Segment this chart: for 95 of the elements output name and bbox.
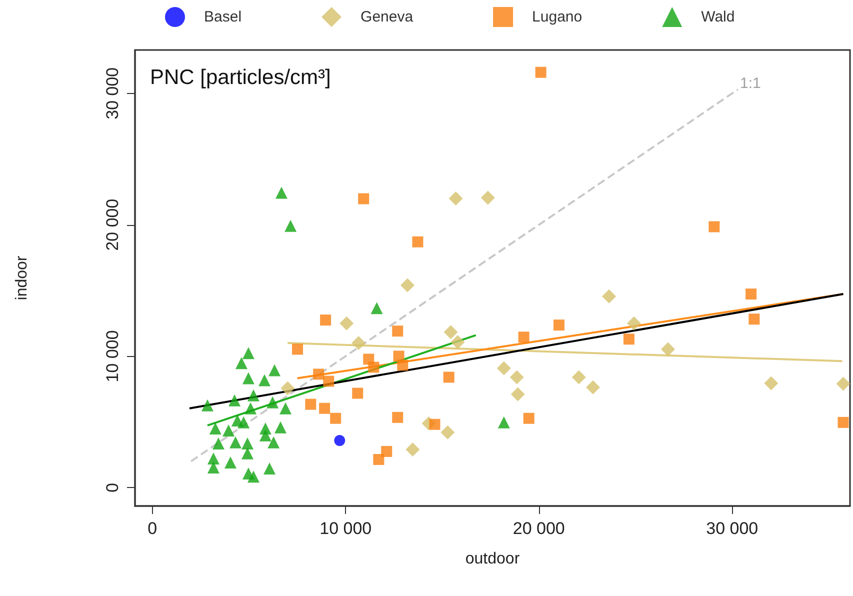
point (292, 344, 304, 355)
point (268, 436, 280, 448)
point (266, 396, 279, 408)
point (229, 436, 242, 448)
point (535, 66, 546, 78)
point (201, 399, 214, 412)
legend-label: Wald (701, 8, 735, 26)
point (258, 374, 270, 386)
y-axis-title: indoor (14, 255, 30, 300)
point (429, 418, 440, 430)
point (660, 342, 675, 356)
point (228, 394, 241, 406)
x-tick-label: 0 (148, 519, 158, 538)
point (510, 370, 524, 384)
point (238, 416, 250, 428)
point (553, 320, 564, 331)
point (284, 220, 297, 232)
point (247, 470, 260, 483)
point (368, 362, 380, 373)
legend-label: Basel (204, 8, 242, 26)
point (836, 376, 850, 391)
legend-label: Geneva (360, 8, 414, 26)
point (586, 380, 600, 394)
point (602, 289, 616, 304)
point (334, 435, 346, 446)
point (838, 416, 849, 428)
point (241, 437, 254, 450)
point (268, 364, 281, 376)
point (242, 372, 254, 384)
point (518, 332, 530, 343)
point (392, 326, 404, 337)
point (207, 452, 220, 465)
point (748, 314, 760, 325)
x-tick-label: 20 000 (512, 519, 565, 538)
point (397, 360, 408, 371)
point (443, 372, 454, 383)
y-tick-label: 30 000 (103, 67, 122, 120)
legend-label: Lugano (532, 8, 582, 26)
point (370, 302, 383, 314)
point (496, 361, 511, 376)
point (406, 442, 420, 456)
point (352, 388, 364, 399)
point (444, 325, 458, 340)
point (708, 221, 720, 232)
point (523, 412, 534, 424)
point (319, 402, 330, 414)
point (498, 416, 510, 428)
point (305, 398, 316, 410)
point (358, 193, 370, 204)
y-tick-label: 0 (103, 482, 122, 492)
point (626, 316, 641, 330)
point (746, 288, 757, 300)
point (510, 387, 525, 402)
y-tick-label: 20 000 (103, 198, 122, 251)
point (244, 402, 257, 414)
point (259, 429, 272, 442)
point (320, 314, 332, 326)
point (764, 376, 778, 390)
x-axis-title: outdoor (465, 550, 520, 568)
point (393, 350, 404, 362)
point (412, 236, 424, 248)
point (280, 381, 295, 396)
point (381, 446, 392, 457)
point (330, 412, 342, 424)
point (242, 347, 254, 360)
point (572, 370, 586, 384)
point (274, 421, 287, 434)
point (373, 454, 384, 465)
point (280, 402, 292, 414)
point (207, 461, 220, 474)
point (448, 191, 463, 206)
point (224, 456, 236, 469)
point (450, 335, 465, 350)
point (247, 389, 260, 402)
point (352, 336, 366, 350)
point (392, 412, 404, 423)
point (323, 376, 334, 387)
point (275, 186, 288, 199)
point (440, 425, 455, 440)
point (222, 424, 235, 436)
point (623, 334, 634, 345)
point (263, 462, 276, 475)
x-tick-label: 30 000 (706, 519, 758, 538)
point (209, 422, 222, 434)
point (235, 357, 248, 370)
point (241, 447, 254, 460)
text: PNC [particles/cm³] (150, 66, 331, 89)
x-tick-label: 10 000 (320, 519, 372, 538)
y-tick-label: 10 000 (103, 330, 122, 382)
point (340, 316, 354, 330)
point (400, 278, 414, 292)
point (212, 437, 224, 450)
point (480, 190, 495, 205)
point (313, 368, 324, 380)
annotation: 1:1 (740, 75, 761, 92)
